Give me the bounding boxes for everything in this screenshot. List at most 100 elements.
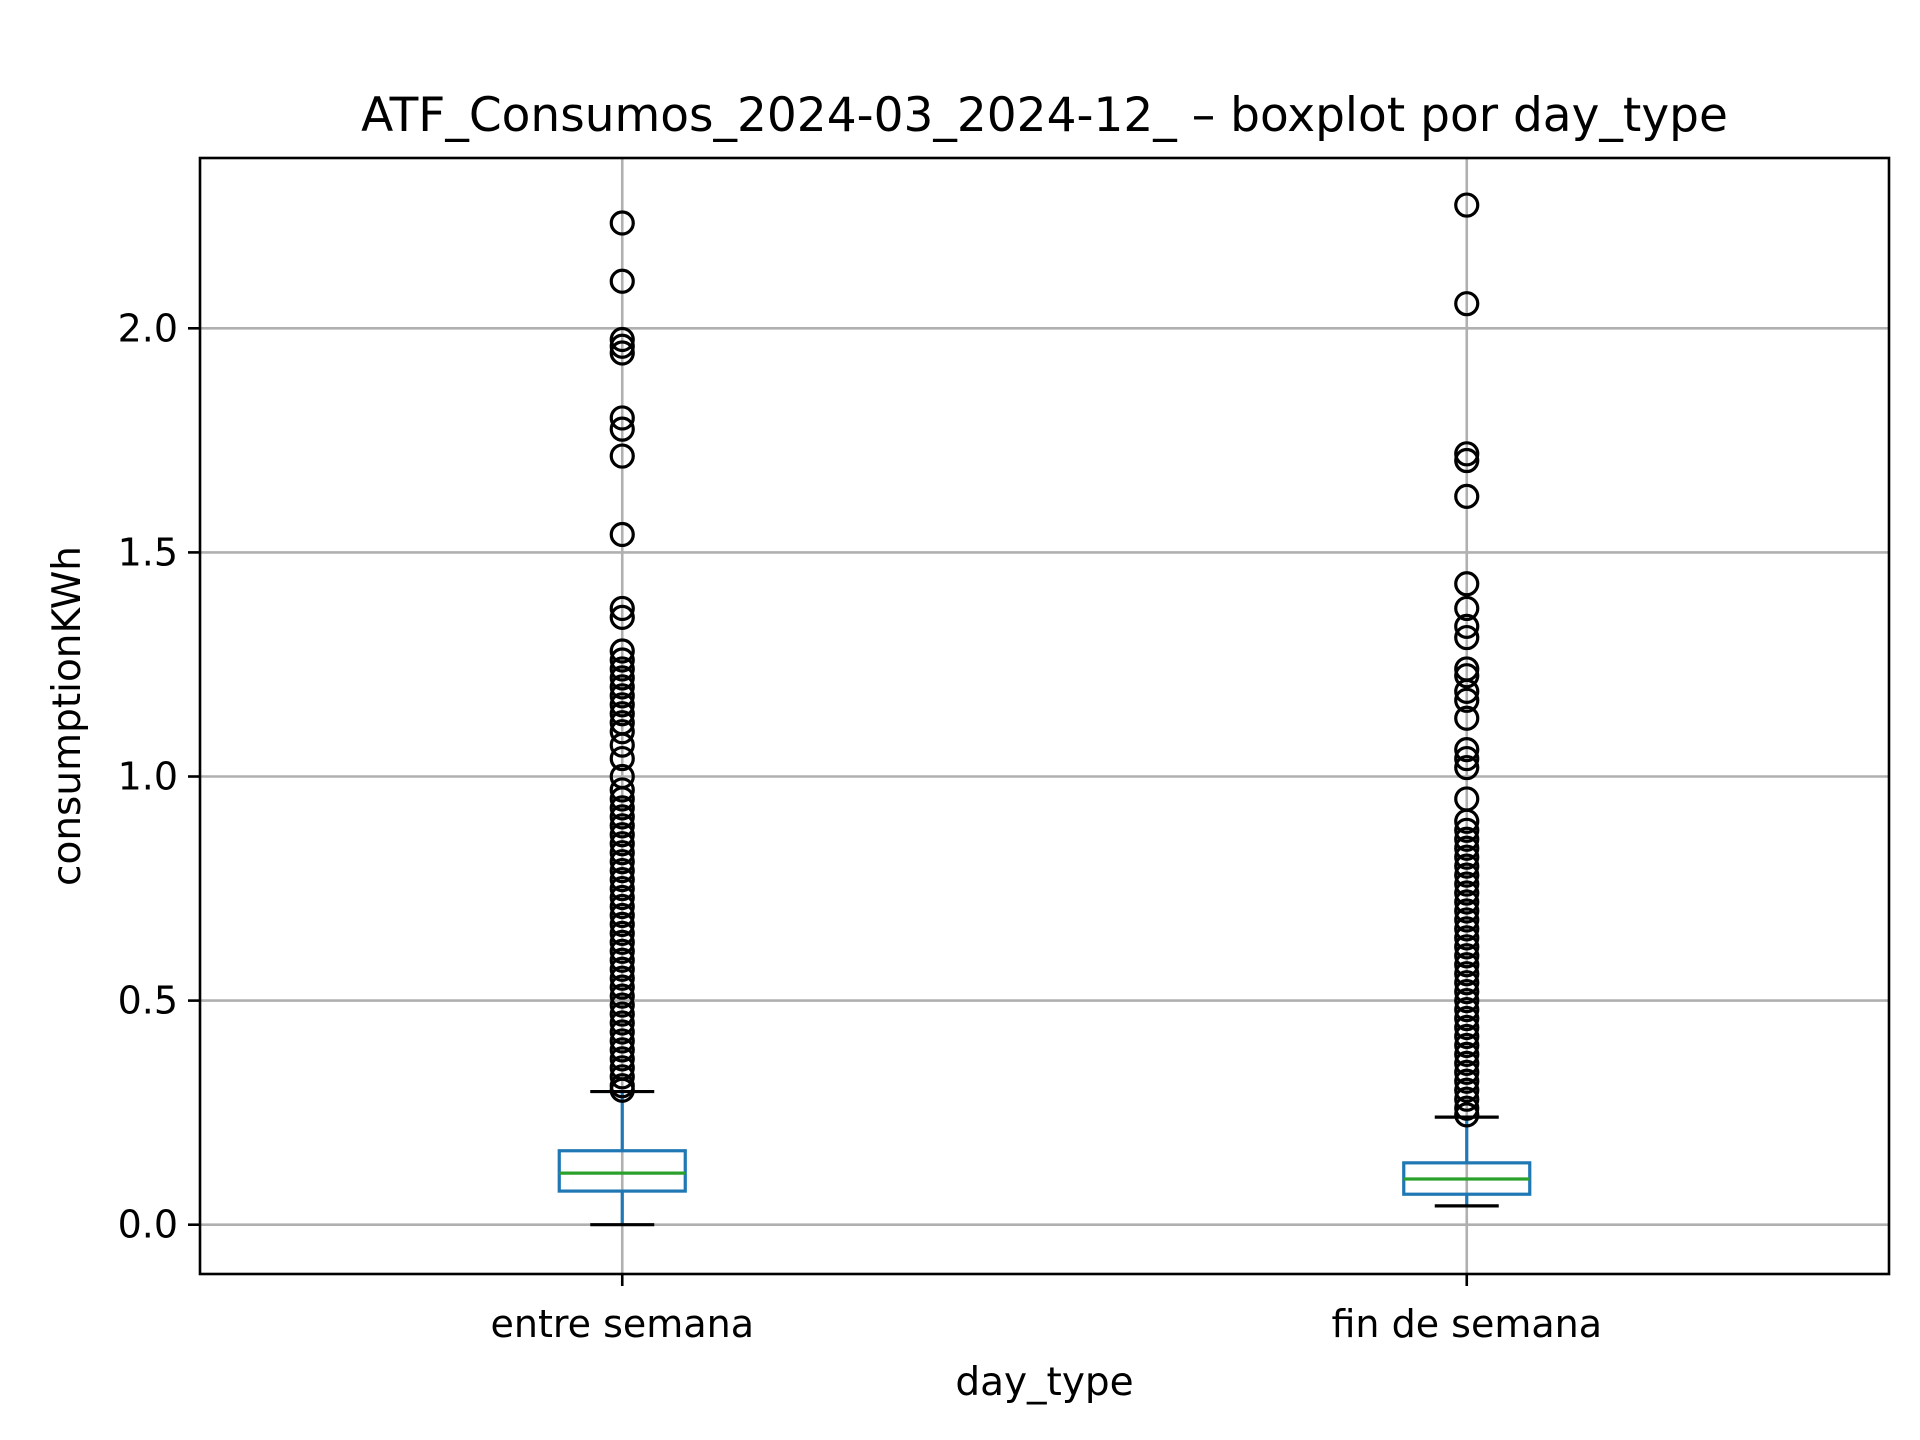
flier-point	[609, 947, 635, 973]
flier-point	[1454, 1077, 1480, 1103]
flier-point	[1454, 844, 1480, 870]
y-tick-label: 1.0	[118, 755, 178, 799]
flier-point	[609, 656, 635, 682]
y-tick-label: 0.5	[118, 979, 178, 1023]
flier-point	[609, 822, 635, 848]
flier-point	[609, 983, 635, 1009]
flier-point	[609, 965, 635, 991]
flier-point	[1454, 871, 1480, 897]
flier-point	[1454, 571, 1480, 597]
flier-point	[609, 732, 635, 758]
flier-point	[609, 831, 635, 857]
flier-point	[1454, 898, 1480, 924]
y-tick-label: 1.5	[118, 530, 178, 574]
flier-point	[609, 911, 635, 938]
flier-point	[609, 604, 635, 630]
flier-point	[609, 443, 635, 469]
flier-point	[1454, 483, 1480, 509]
x-tick-label: fin de semana	[1331, 1302, 1602, 1346]
flier-point	[609, 416, 635, 442]
flier-point	[1454, 754, 1480, 781]
flier-point	[609, 974, 635, 1000]
flier-point	[1454, 889, 1480, 915]
flier-point	[1454, 826, 1480, 852]
flier-point	[1454, 745, 1480, 772]
flier-point	[609, 333, 635, 359]
flier-point	[1454, 595, 1480, 622]
flier-point	[609, 701, 635, 727]
flier-point	[609, 1028, 635, 1054]
flier-point	[1454, 1095, 1480, 1121]
flier-point	[609, 719, 635, 745]
flier-point	[609, 1010, 635, 1036]
flier-point	[609, 665, 635, 691]
flier-point	[609, 929, 635, 955]
flier-point	[1454, 291, 1480, 317]
flier-point	[609, 326, 635, 353]
flier-point	[1454, 943, 1480, 969]
flier-point	[1454, 1059, 1480, 1085]
y-tick-label: 2.0	[118, 306, 178, 350]
flier-point	[1454, 705, 1480, 731]
flier-layer	[609, 192, 1480, 1128]
flier-point	[1454, 970, 1480, 996]
flier-point	[609, 647, 635, 673]
flier-point	[1454, 678, 1480, 704]
flier-point	[1454, 447, 1480, 474]
flier-point	[609, 674, 635, 700]
flier-point	[609, 813, 635, 839]
flier-point	[609, 1046, 635, 1072]
flier-point	[1454, 1086, 1480, 1112]
flier-point	[1454, 613, 1480, 639]
flier-point	[1454, 961, 1480, 987]
flier-point	[609, 268, 635, 294]
tick-layer: 0.0 0.5 1.0 1.5 2.0 entre semana fin de semana	[118, 306, 1602, 1346]
flier-point	[1454, 862, 1480, 888]
flier-point	[1454, 916, 1480, 942]
flier-point	[1454, 687, 1480, 713]
flier-point	[609, 938, 635, 964]
flier-point	[609, 340, 635, 366]
flier-point	[609, 1077, 635, 1103]
flier-point	[609, 692, 635, 718]
flier-point	[1454, 925, 1480, 951]
grid-layer	[200, 158, 1889, 1274]
flier-point	[609, 992, 635, 1018]
flier-point	[609, 893, 635, 920]
flier-point	[609, 786, 635, 812]
flier-point	[1454, 853, 1480, 879]
y-axis-label: consumptionKWh	[45, 546, 90, 886]
flier-point	[609, 683, 635, 709]
flier-point	[1454, 624, 1480, 651]
flier-point	[609, 840, 635, 866]
flier-point	[609, 866, 635, 893]
flier-point	[1454, 817, 1480, 843]
flier-point	[1454, 934, 1480, 960]
flier-point	[1454, 1050, 1480, 1076]
flier-point	[609, 405, 635, 431]
flier-point	[1454, 1068, 1480, 1094]
flier-point	[1454, 737, 1480, 763]
flier-point	[1454, 1023, 1480, 1050]
x-tick-label: entre semana	[491, 1302, 754, 1346]
flier-point	[1454, 1102, 1480, 1128]
flier-point	[609, 875, 635, 902]
flier-point	[1454, 996, 1480, 1023]
flier-point	[1454, 1032, 1480, 1059]
flier-point	[609, 521, 635, 548]
flier-point	[609, 804, 635, 830]
flier-point	[609, 858, 635, 884]
flier-point	[609, 777, 635, 803]
flier-point	[1454, 952, 1480, 978]
chart-title: ATF_Consumos_2024-03_2024-12_ – boxplot …	[361, 88, 1728, 143]
plot-frame	[198, 156, 1891, 1276]
flier-point	[609, 956, 635, 982]
flier-point	[1454, 880, 1480, 906]
flier-point	[1454, 835, 1480, 861]
flier-point	[1454, 907, 1480, 933]
box-layer	[557, 1089, 1532, 1227]
flier-point	[1454, 808, 1480, 834]
flier-point	[609, 1001, 635, 1027]
flier-point	[1454, 1005, 1480, 1032]
